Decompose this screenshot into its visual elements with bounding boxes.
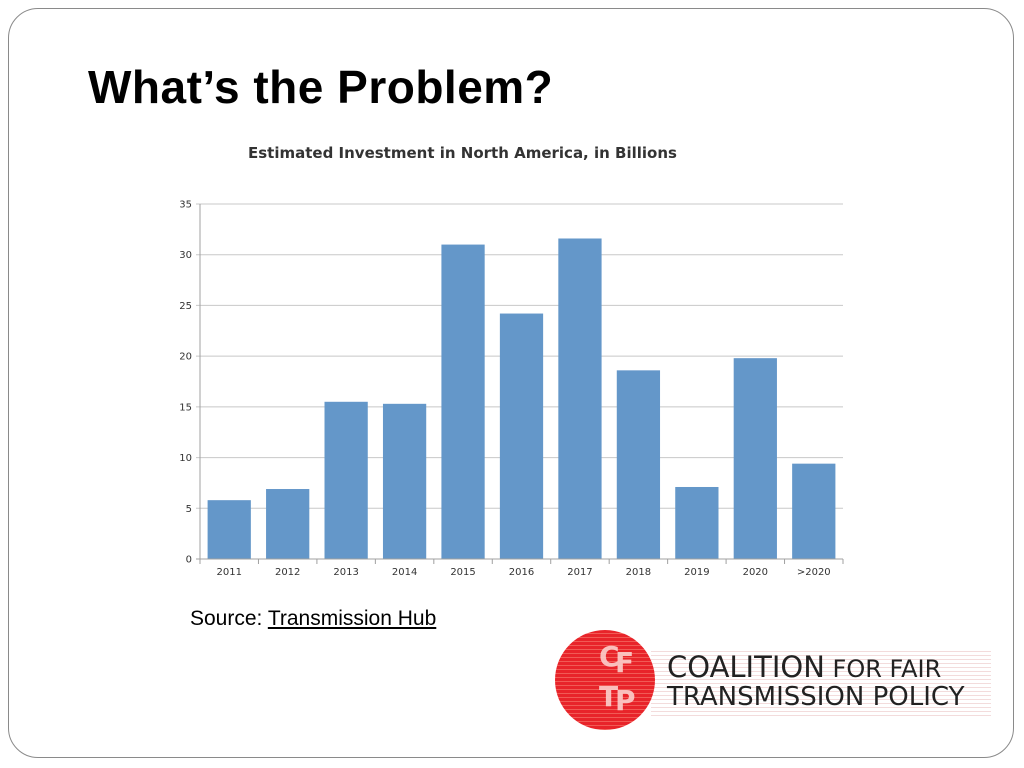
x-tick-label: >2020	[797, 567, 831, 578]
y-tick-label: 30	[179, 250, 192, 261]
y-tick-label: 20	[179, 352, 192, 363]
x-tick-label: 2012	[275, 567, 300, 578]
logo-line-2: TRANSMISSION POLICY	[667, 682, 965, 712]
x-tick-label: 2014	[392, 567, 417, 578]
y-tick-label: 25	[179, 301, 192, 312]
y-tick-label: 35	[179, 200, 192, 211]
bar-chart: 0 5 10 15 20 25 30 35 2011 2012 2013 2014 2015 2016 20…	[179, 200, 844, 579]
bar-2011	[207, 500, 251, 559]
bars	[207, 238, 836, 560]
logo-monogram-p: P	[615, 684, 636, 717]
axes	[196, 204, 844, 564]
logo-monogram-t: T	[599, 680, 619, 713]
bar-2017	[558, 238, 602, 559]
logo-for-fair: FOR FAIR	[824, 655, 942, 683]
x-tick-label: 2017	[567, 567, 592, 578]
source-link[interactable]: Transmission Hub	[267, 607, 437, 630]
slide-title: What’s the Problem?	[88, 61, 554, 113]
logo-line-1: COALITION FOR FAIR	[667, 650, 941, 684]
logo-coalition: COALITION	[667, 650, 825, 684]
bar-2013	[324, 401, 368, 559]
logo-stripes	[651, 648, 991, 716]
x-tick-label: 2019	[684, 567, 709, 578]
source-prefix: Source:	[190, 607, 268, 630]
x-tick-label: 2020	[743, 567, 768, 578]
logo-circle	[555, 630, 655, 730]
x-tick-label: 2016	[509, 567, 534, 578]
bar-2016	[499, 313, 544, 559]
source-line: Source: Transmission Hub	[190, 607, 436, 631]
y-tick-label: 10	[179, 453, 192, 464]
tick-labels: 0 5 10 15 20 25 30 35 2011 2012 2013 2014 2015 2016 20…	[179, 200, 830, 579]
bar-2012	[266, 489, 310, 559]
bar->2020	[792, 463, 836, 559]
bar-2020	[733, 358, 777, 559]
cftp-logo: C F T P COALITION FOR FAIR TRANSMISSION …	[555, 630, 995, 730]
x-tick-label: 2011	[217, 567, 242, 578]
y-tick-label: 15	[179, 402, 192, 413]
y-tick-label: 0	[186, 555, 192, 566]
logo-monogram: C F T P	[555, 630, 655, 730]
chart-title: Estimated Investment in North America, i…	[248, 144, 677, 162]
x-tick-label: 2013	[333, 567, 358, 578]
bar-2015	[441, 244, 485, 560]
x-tick-label: 2015	[450, 567, 475, 578]
logo-monogram-c: C	[599, 640, 620, 673]
y-tick-label: 5	[186, 504, 192, 515]
bar-2014	[382, 403, 427, 559]
x-tick-label: 2018	[626, 567, 651, 578]
bar-2019	[675, 486, 719, 559]
bar-2018	[616, 370, 661, 559]
slide-frame	[8, 8, 1014, 758]
logo-monogram-f: F	[615, 646, 635, 679]
